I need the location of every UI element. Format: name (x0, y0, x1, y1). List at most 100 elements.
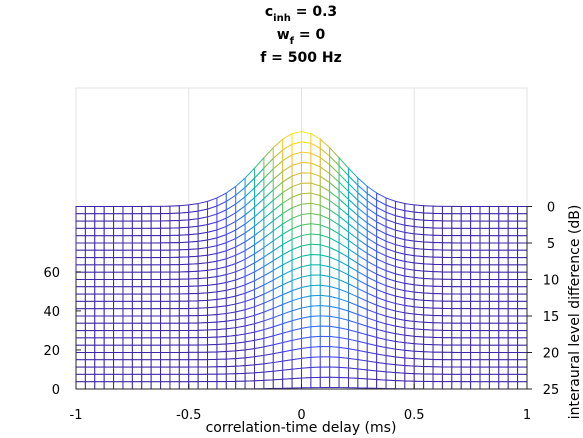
mesh-cell (376, 361, 387, 373)
mesh-cell (329, 325, 340, 339)
mesh-cell (460, 351, 472, 361)
mesh-cell (141, 373, 152, 383)
mesh-cell (479, 300, 490, 310)
mesh-cell (113, 235, 124, 244)
mesh-cell (291, 347, 302, 361)
mesh-cell (423, 321, 434, 331)
mesh-cell (244, 372, 256, 382)
mesh-cell (441, 293, 453, 302)
mesh-cell (507, 235, 519, 244)
mesh-cell (207, 321, 218, 331)
mesh-cell (150, 322, 162, 332)
mesh-cell (197, 314, 209, 324)
mesh-cell (310, 284, 321, 297)
mesh-cell (488, 220, 500, 229)
mesh-cell (188, 373, 199, 383)
mesh-cell (216, 343, 227, 353)
mesh-cell (188, 248, 199, 258)
mesh-cell (488, 235, 500, 244)
mesh-cell (103, 264, 115, 273)
mesh-cell (470, 308, 481, 317)
surface-mesh (75, 131, 528, 390)
mesh-cell (394, 372, 406, 382)
mesh-cell (451, 205, 462, 215)
mesh-cell (75, 381, 86, 390)
mesh-cell (84, 264, 96, 273)
mesh-cell (141, 315, 152, 324)
mesh-cell (94, 330, 105, 339)
mesh-cell (310, 315, 321, 328)
mesh-cell (169, 205, 180, 214)
mesh-cell (451, 278, 462, 288)
mesh-cell (178, 256, 190, 266)
mesh-cell (122, 279, 133, 288)
mesh-cell (131, 381, 143, 390)
mesh-cell (103, 242, 115, 251)
mesh-cell (122, 315, 133, 324)
mesh-cell (479, 286, 490, 295)
mesh-cell (197, 292, 209, 302)
mesh-cell (131, 213, 143, 222)
mesh-cell (113, 330, 124, 339)
mesh-cell (207, 298, 218, 309)
mesh-cell (94, 242, 105, 251)
mesh-cell (517, 322, 528, 332)
mesh-cell (150, 220, 162, 229)
mesh-cell (84, 359, 96, 368)
mesh-cell (498, 206, 509, 215)
mesh-cell (423, 299, 434, 309)
mesh-cell (441, 242, 453, 251)
mesh-cell (94, 279, 105, 288)
mesh-cell (460, 205, 472, 215)
mesh-cell (225, 380, 237, 390)
mesh-cell (216, 320, 227, 331)
mesh-cell (169, 219, 180, 229)
mesh-cell (103, 271, 115, 280)
mesh-cell (347, 367, 359, 379)
mesh-cell (131, 278, 143, 288)
mesh-cell (103, 235, 115, 244)
mesh-cell (413, 306, 425, 316)
mesh-cell (131, 286, 143, 295)
mesh-cell (441, 337, 453, 346)
mesh-cell (75, 249, 86, 259)
mesh-cell (507, 337, 519, 346)
mesh-cell (310, 223, 321, 236)
mesh-cell (169, 300, 180, 310)
mesh-cell (75, 352, 86, 361)
mesh-cell (460, 344, 472, 353)
mesh-cell (347, 377, 359, 389)
mesh-cell (188, 285, 199, 295)
z-tick-label: 40 (43, 305, 60, 320)
title-line-3: f = 500 Hz (260, 50, 342, 66)
mesh-cell (103, 352, 115, 361)
mesh-cell (517, 264, 528, 273)
mesh-cell (141, 352, 152, 361)
mesh-cell (235, 372, 246, 382)
mesh-cell (441, 381, 453, 390)
mesh-cell (479, 315, 490, 324)
mesh-cell (103, 344, 115, 353)
mesh-cell (197, 336, 209, 346)
mesh-cell (122, 293, 133, 302)
mesh-cell (178, 366, 190, 375)
mesh-cell (178, 234, 190, 244)
mesh-cell (131, 271, 143, 281)
mesh-cell (178, 249, 190, 258)
mesh-cell (131, 249, 143, 259)
mesh-cell (225, 358, 237, 368)
mesh-cell (488, 286, 500, 295)
mesh-cell (113, 344, 124, 353)
mesh-cell (451, 381, 462, 390)
mesh-cell (498, 220, 509, 229)
mesh-cell (103, 330, 115, 339)
mesh-cell (244, 380, 256, 390)
mesh-cell (150, 264, 162, 273)
mesh-cell (84, 300, 96, 310)
mesh-cell (169, 344, 180, 353)
mesh-cell (432, 220, 443, 229)
mesh-cell (150, 278, 162, 288)
mesh-cell (310, 233, 321, 246)
mesh-cell (460, 366, 472, 375)
mesh-cell (441, 366, 453, 375)
